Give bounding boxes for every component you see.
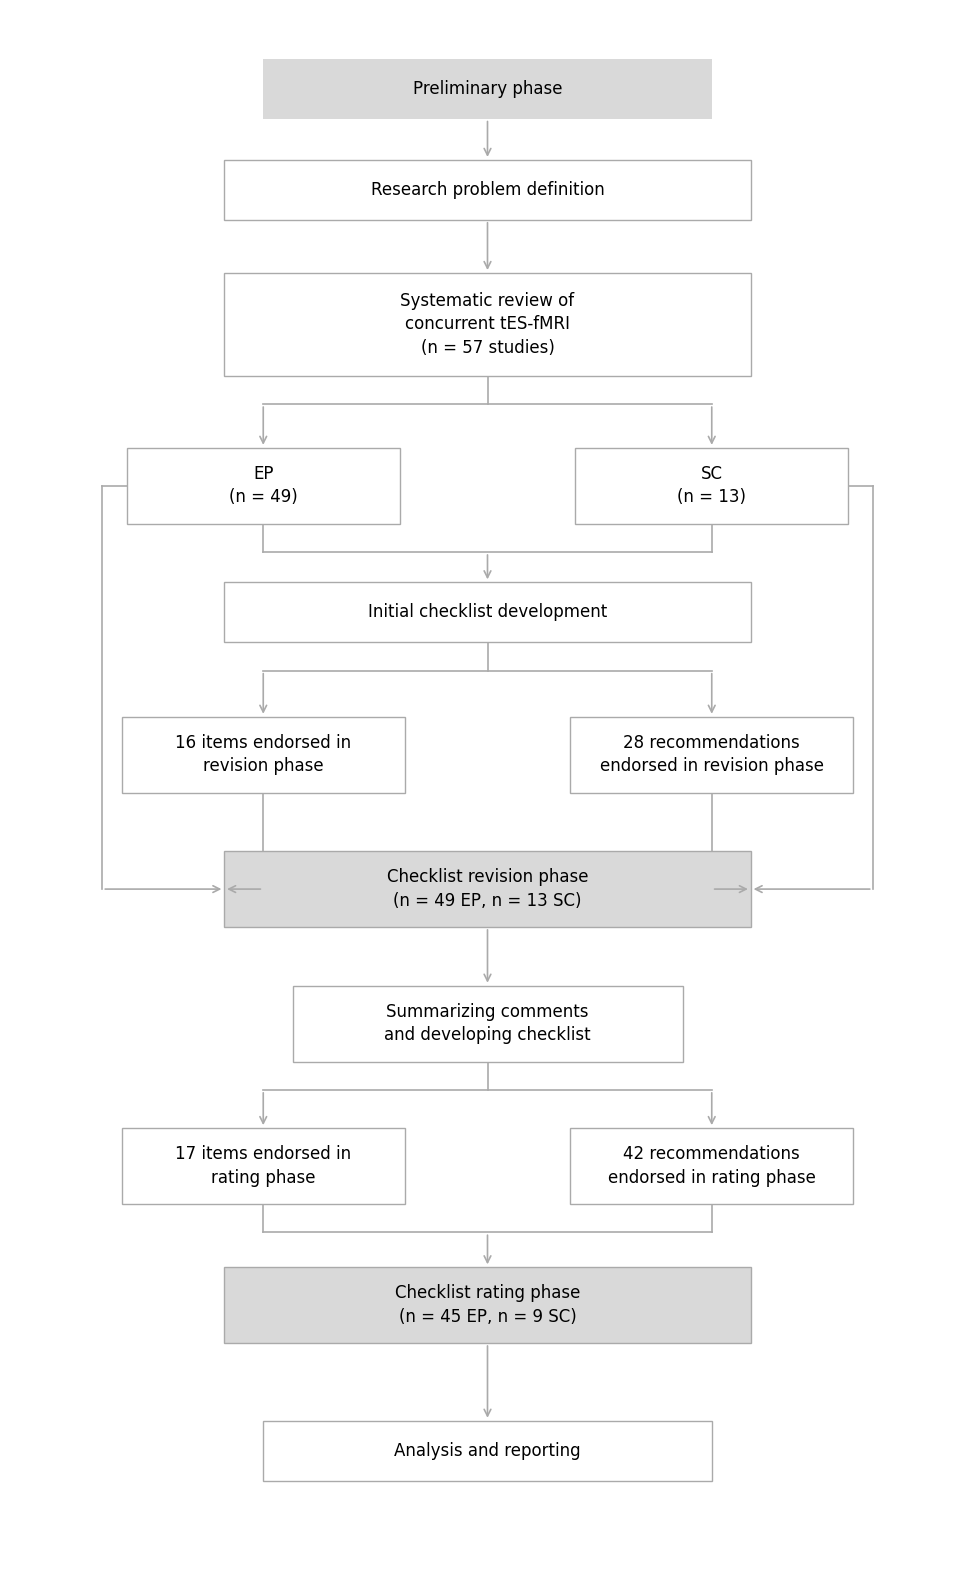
FancyBboxPatch shape bbox=[570, 1128, 853, 1204]
Text: Research problem definition: Research problem definition bbox=[370, 180, 604, 199]
Text: Summarizing comments
and developing checklist: Summarizing comments and developing chec… bbox=[384, 1003, 591, 1044]
FancyBboxPatch shape bbox=[224, 582, 751, 642]
FancyBboxPatch shape bbox=[122, 717, 405, 793]
Text: EP
(n = 49): EP (n = 49) bbox=[229, 465, 297, 506]
FancyBboxPatch shape bbox=[122, 1128, 405, 1204]
FancyBboxPatch shape bbox=[263, 1421, 712, 1481]
Text: Preliminary phase: Preliminary phase bbox=[412, 79, 563, 98]
Text: 16 items endorsed in
revision phase: 16 items endorsed in revision phase bbox=[176, 734, 351, 775]
Text: Initial checklist development: Initial checklist development bbox=[368, 603, 607, 622]
Text: 28 recommendations
endorsed in revision phase: 28 recommendations endorsed in revision … bbox=[600, 734, 824, 775]
FancyBboxPatch shape bbox=[575, 448, 848, 524]
Text: Systematic review of
concurrent tES-fMRI
(n = 57 studies): Systematic review of concurrent tES-fMRI… bbox=[401, 291, 574, 358]
Text: SC
(n = 13): SC (n = 13) bbox=[678, 465, 746, 506]
FancyBboxPatch shape bbox=[127, 448, 400, 524]
FancyBboxPatch shape bbox=[224, 851, 751, 927]
FancyBboxPatch shape bbox=[224, 160, 751, 220]
Text: Checklist rating phase
(n = 45 EP, n = 9 SC): Checklist rating phase (n = 45 EP, n = 9… bbox=[395, 1285, 580, 1326]
FancyBboxPatch shape bbox=[224, 1267, 751, 1343]
Text: 42 recommendations
endorsed in rating phase: 42 recommendations endorsed in rating ph… bbox=[607, 1145, 816, 1186]
FancyBboxPatch shape bbox=[292, 986, 682, 1062]
Text: 17 items endorsed in
rating phase: 17 items endorsed in rating phase bbox=[176, 1145, 351, 1186]
Text: Analysis and reporting: Analysis and reporting bbox=[394, 1441, 581, 1460]
FancyBboxPatch shape bbox=[263, 59, 712, 119]
FancyBboxPatch shape bbox=[224, 272, 751, 375]
FancyBboxPatch shape bbox=[570, 717, 853, 793]
Text: Checklist revision phase
(n = 49 EP, n = 13 SC): Checklist revision phase (n = 49 EP, n =… bbox=[387, 869, 588, 910]
